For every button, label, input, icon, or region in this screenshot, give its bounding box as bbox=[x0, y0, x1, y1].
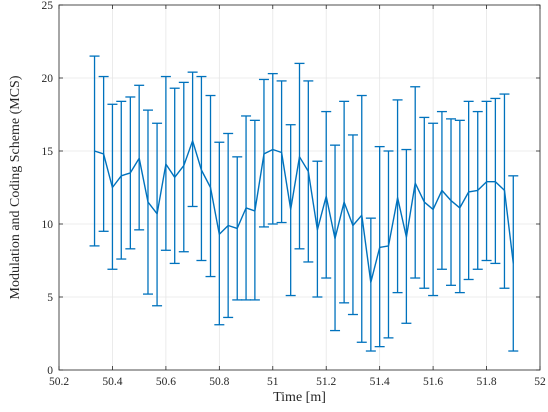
y-tick-label: 20 bbox=[42, 73, 54, 85]
error-bar bbox=[169, 87, 180, 265]
y-tick-label: 10 bbox=[42, 219, 54, 231]
error-bar bbox=[187, 71, 198, 208]
x-tick-label: 51.4 bbox=[370, 376, 390, 388]
x-tick-label: 51.8 bbox=[476, 376, 496, 388]
error-bar bbox=[374, 145, 385, 348]
error-bar bbox=[321, 110, 332, 279]
error-bar bbox=[463, 100, 474, 281]
error-bar bbox=[481, 100, 492, 262]
x-tick-label: 52 bbox=[534, 376, 546, 388]
error-bar bbox=[365, 217, 376, 352]
error-bar bbox=[392, 99, 403, 294]
error-bar bbox=[285, 124, 296, 297]
error-bar bbox=[276, 80, 287, 224]
x-tick-label: 51 bbox=[267, 376, 279, 388]
series-line bbox=[94, 140, 514, 284]
y-tick-label: 0 bbox=[47, 365, 53, 377]
y-axis-label: Modulation and Coding Scheme (MCS) bbox=[8, 75, 23, 299]
ticks-layer: 50.2 50.4 50.6 50.8 51 51.2 51.4 51.6 51.8 52 0 5 10… bbox=[42, 0, 547, 388]
plot-frame bbox=[58, 4, 541, 371]
x-axis-label: Time [m] bbox=[273, 390, 326, 405]
y-tick-label: 25 bbox=[42, 0, 54, 12]
error-bar bbox=[152, 122, 163, 307]
data-layer bbox=[89, 55, 519, 352]
error-bar bbox=[490, 97, 501, 265]
error-bar bbox=[410, 86, 421, 279]
x-tick-label: 51.2 bbox=[316, 376, 336, 388]
x-tick-label: 50.2 bbox=[49, 376, 69, 388]
x-tick-label: 50.8 bbox=[209, 376, 229, 388]
x-tick-label: 50.4 bbox=[102, 376, 122, 388]
error-bar bbox=[134, 84, 145, 231]
axes-layer bbox=[58, 4, 541, 371]
x-tick-label: 51.6 bbox=[423, 376, 443, 388]
error-bar bbox=[446, 118, 457, 286]
error-bar bbox=[178, 81, 189, 253]
x-tick-label: 50.6 bbox=[156, 376, 176, 388]
error-bar bbox=[116, 100, 127, 260]
y-tick-label: 15 bbox=[42, 146, 54, 158]
error-bar bbox=[508, 175, 519, 352]
y-tick-label: 5 bbox=[47, 292, 53, 304]
labels-layer: Time [m] Modulation and Coding Scheme (M… bbox=[8, 75, 326, 405]
